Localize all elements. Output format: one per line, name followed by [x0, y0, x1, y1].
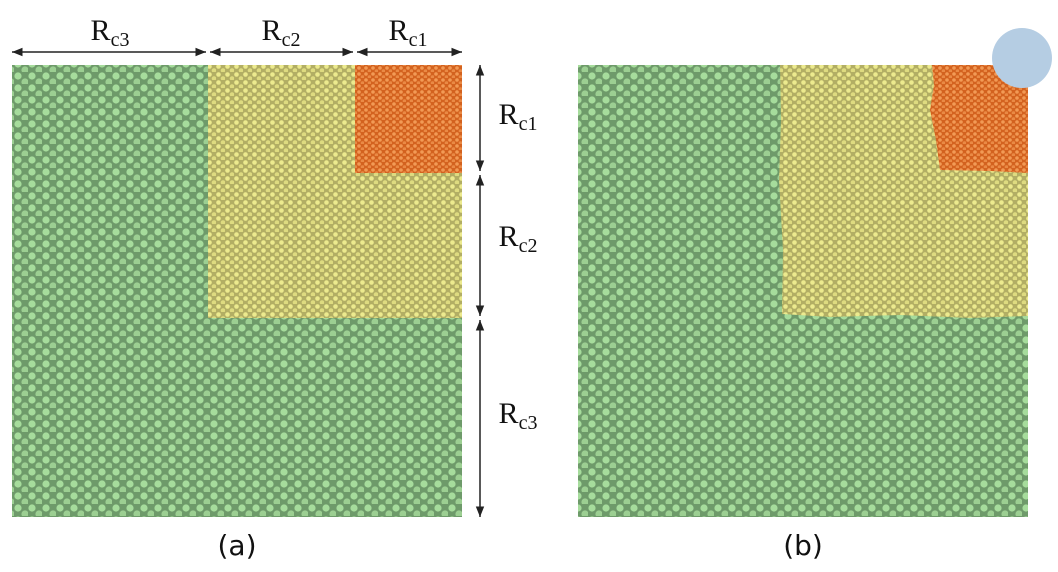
dim-label: Rc1 — [499, 98, 538, 135]
dim-label: Rc3 — [91, 14, 130, 51]
symbol: R — [499, 220, 519, 253]
subscript: c1 — [519, 113, 538, 135]
symbol: R — [499, 397, 519, 430]
region-1 — [355, 65, 462, 173]
subscript: c1 — [409, 29, 428, 51]
panel-label: (b) — [783, 529, 823, 562]
dim-label: Rc1 — [389, 14, 428, 51]
subscript: c2 — [282, 29, 301, 51]
panel-a: Rc3 Rc2 Rc1 Rc1 Rc2 Rc3 (a) — [12, 14, 537, 562]
dim-label: Rc2 — [499, 220, 538, 257]
subscript: c2 — [519, 235, 538, 257]
panel-label: (a) — [217, 529, 256, 562]
figure: Rc3 Rc2 Rc1 Rc1 Rc2 Rc3 (a) (b) — [0, 0, 1058, 572]
panel-b: (b) — [578, 28, 1052, 562]
subscript: c3 — [111, 29, 130, 51]
symbol: R — [91, 14, 111, 47]
dim-label: Rc3 — [499, 397, 538, 434]
subscript: c3 — [519, 412, 538, 434]
symbol: R — [262, 14, 282, 47]
symbol: R — [389, 14, 409, 47]
indenter — [992, 28, 1052, 88]
symbol: R — [499, 98, 519, 131]
dim-label: Rc2 — [262, 14, 301, 51]
